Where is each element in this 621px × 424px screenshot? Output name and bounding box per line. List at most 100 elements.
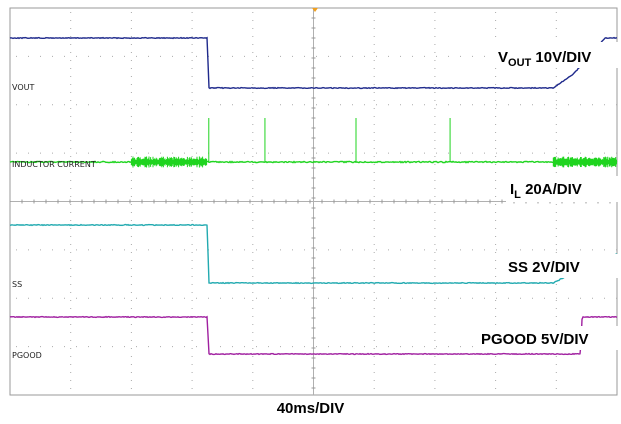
grid-dot	[495, 172, 497, 173]
grid-dot	[568, 297, 569, 299]
grid-dot	[555, 372, 557, 373]
grid-dot	[532, 104, 533, 106]
grid-dot	[555, 300, 557, 301]
grid-dot	[434, 12, 436, 13]
grid-dot	[220, 152, 221, 154]
grid-dot	[130, 356, 132, 357]
grid-dot	[252, 20, 254, 21]
grid-dot	[373, 124, 375, 125]
grid-dot	[252, 68, 254, 69]
grid-dot	[136, 249, 137, 251]
grid-dot	[88, 152, 89, 154]
grid-dot	[76, 152, 77, 154]
grid-dot	[434, 36, 436, 37]
grid-dot	[292, 55, 293, 57]
grid-dot	[70, 180, 72, 181]
grid-dot	[130, 140, 132, 141]
grid-dot	[555, 84, 557, 85]
grid-dot	[373, 348, 375, 349]
grid-dot	[434, 164, 436, 165]
grid-dot	[191, 132, 193, 133]
grid-dot	[191, 372, 193, 373]
grid-dot	[252, 180, 254, 181]
grid-dot	[252, 300, 254, 301]
grid-dot	[373, 292, 375, 293]
grid-dot	[191, 68, 193, 69]
inductor-current-ripple	[552, 156, 617, 168]
grid-dot	[495, 236, 497, 237]
grid-dot	[448, 104, 449, 106]
grid-dot	[555, 36, 557, 37]
grid-dot	[555, 204, 557, 205]
grid-dot	[70, 36, 72, 37]
grid-dot	[280, 55, 281, 57]
grid-dot	[316, 346, 317, 348]
grid-dot	[88, 55, 89, 57]
grid-dot	[76, 55, 77, 57]
grid-dot	[252, 388, 254, 389]
grid-dot	[436, 297, 437, 299]
grid-dot	[434, 220, 436, 221]
grid-dot	[191, 124, 193, 125]
grid-dot	[76, 346, 77, 348]
grid-dot	[580, 152, 581, 154]
grid-dot	[434, 260, 436, 261]
grid-dot	[555, 236, 557, 237]
il-scale-bg	[506, 176, 620, 202]
grid-dot	[555, 364, 557, 365]
grid-dot	[434, 148, 436, 149]
grid-dot	[316, 104, 317, 106]
grid-dot	[304, 346, 305, 348]
grid-dot	[191, 388, 193, 389]
grid-dot	[160, 55, 161, 57]
grid-dot	[64, 152, 65, 154]
grid-dot	[373, 84, 375, 85]
grid-dot	[555, 380, 557, 381]
grid-dot	[434, 52, 436, 53]
grid-dot	[388, 346, 389, 348]
grid-dot	[256, 297, 257, 299]
grid-dot	[124, 297, 125, 299]
grid-dot	[191, 228, 193, 229]
vout-scale-label: VOUT 10V/DIV	[498, 49, 591, 69]
grid-dot	[412, 346, 413, 348]
grid-dot	[555, 316, 557, 317]
grid-dot	[373, 148, 375, 149]
grid-dot	[555, 388, 557, 389]
grid-dot	[424, 104, 425, 106]
grid-dot	[252, 292, 254, 293]
grid-dot	[508, 249, 509, 251]
grid-dot	[252, 324, 254, 325]
grid-dot	[100, 249, 101, 251]
grid-dot	[130, 300, 132, 301]
grid-dot	[388, 104, 389, 106]
grid-dot	[130, 340, 132, 341]
grid-dot	[16, 104, 17, 106]
grid-dot	[88, 297, 89, 299]
grid-dot	[373, 116, 375, 117]
grid-dot	[424, 249, 425, 251]
grid-dot	[495, 324, 497, 325]
grid-dot	[252, 372, 254, 373]
grid-dot	[130, 196, 132, 197]
grid-dot	[70, 60, 72, 61]
grid-dot	[604, 249, 605, 251]
grid-dot	[364, 249, 365, 251]
grid-dot	[232, 297, 233, 299]
grid-dot	[196, 297, 197, 299]
grid-dot	[70, 340, 72, 341]
grid-dot	[352, 55, 353, 57]
grid-dot	[130, 276, 132, 277]
grid-dot	[100, 55, 101, 57]
grid-dot	[112, 346, 113, 348]
grid-dot	[340, 297, 341, 299]
grid-dot	[508, 152, 509, 154]
grid-dot	[252, 44, 254, 45]
grid-dot	[496, 104, 497, 106]
grid-dot	[373, 340, 375, 341]
grid-dot	[52, 104, 53, 106]
grid-dot	[434, 316, 436, 317]
grid-dot	[252, 284, 254, 285]
grid-dot	[130, 108, 132, 109]
grid-dot	[191, 284, 193, 285]
